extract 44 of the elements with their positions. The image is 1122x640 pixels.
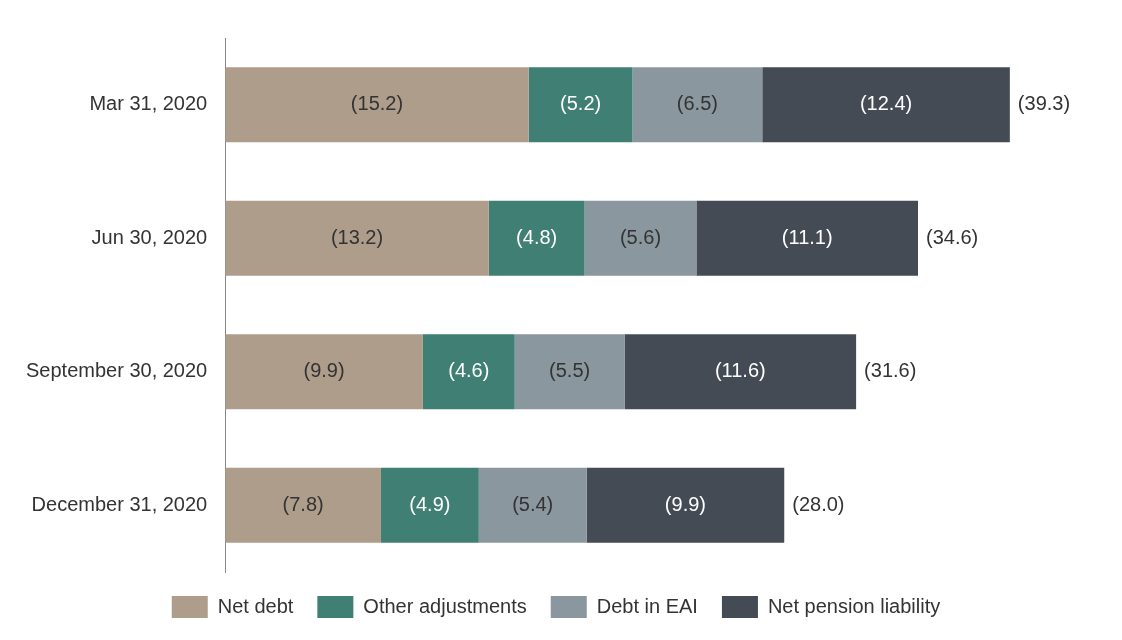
bar <box>225 467 381 543</box>
total-label: (31.6) <box>864 359 917 382</box>
bar <box>696 200 919 276</box>
bar <box>488 200 585 276</box>
data-label: (4.6) <box>448 359 490 382</box>
total-label: (28.0) <box>792 492 845 515</box>
bar <box>762 67 1010 143</box>
bar <box>225 200 489 276</box>
bar <box>478 467 587 543</box>
bar <box>225 67 529 143</box>
data-label: (7.8) <box>282 492 324 515</box>
bar <box>632 67 763 143</box>
data-label: (4.8) <box>516 225 558 248</box>
data-label: (9.9) <box>664 492 706 515</box>
total-label: (39.3) <box>1017 92 1071 115</box>
bar <box>514 334 625 410</box>
legend-label: Net debt <box>217 594 294 617</box>
bar <box>422 334 515 410</box>
legend-label: Net pension liability <box>767 594 941 617</box>
data-label: (11.1) <box>781 225 833 248</box>
legend-label: Debt in EAI <box>596 594 698 617</box>
bar <box>380 467 479 543</box>
data-label: (11.6) <box>714 359 766 382</box>
legend-label: Other adjustments <box>363 594 527 617</box>
y-tick-label: December 31, 2020 <box>31 492 208 515</box>
bar <box>586 467 785 543</box>
bar <box>584 200 697 276</box>
data-label: (9.9) <box>303 359 345 382</box>
data-label: (4.9) <box>409 492 451 515</box>
bar <box>528 67 633 143</box>
y-tick-label: Jun 30, 2020 <box>91 225 208 248</box>
data-label: (6.5) <box>676 92 718 115</box>
data-label: (5.4) <box>512 492 554 515</box>
y-tick-label: Mar 31, 2020 <box>89 92 208 115</box>
data-label: (5.6) <box>619 225 662 248</box>
data-label: (12.4) <box>859 92 913 115</box>
total-label: (34.6) <box>926 225 979 248</box>
data-label: (5.2) <box>560 92 602 115</box>
data-label: (5.5) <box>549 359 591 382</box>
bar <box>225 334 423 410</box>
bar <box>624 334 857 410</box>
y-tick-label: September 30, 2020 <box>25 359 208 382</box>
data-label: (15.2) <box>350 92 404 115</box>
data-label: (13.2) <box>330 225 384 248</box>
